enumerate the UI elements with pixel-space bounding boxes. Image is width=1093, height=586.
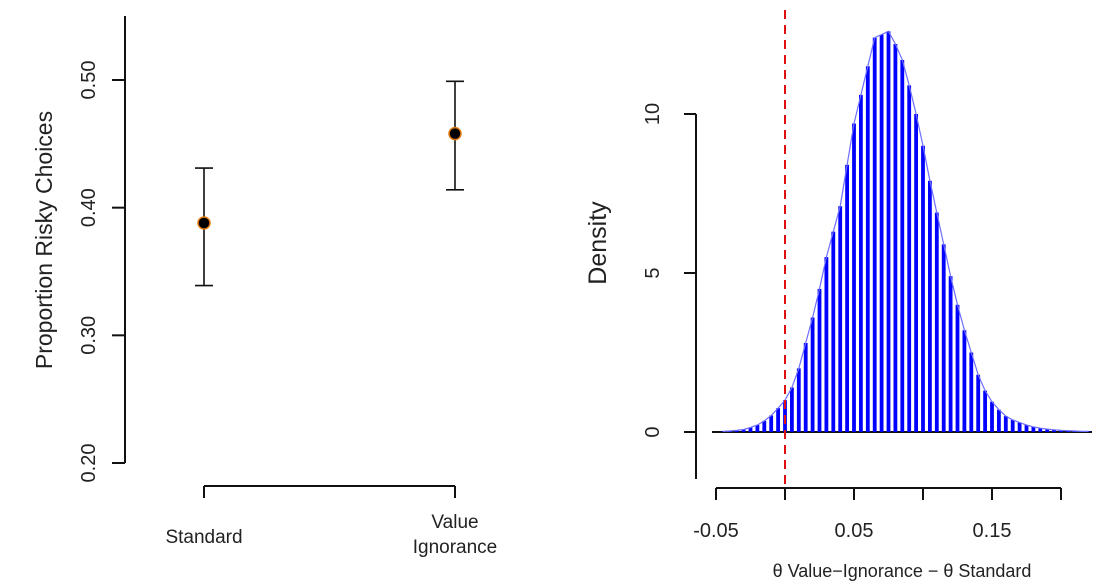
left-y-tick-label: 0.50 [78, 61, 100, 100]
left-y-tick-label: 0.30 [78, 316, 100, 355]
right-y-tick-label: 5 [642, 267, 664, 278]
right-x-ticks: -0.05 0.05 0.15 [693, 488, 1062, 542]
density-bar [762, 420, 767, 432]
density-bar [997, 409, 1001, 432]
density-bar [941, 244, 946, 432]
right-y-axis-label: Density [584, 201, 612, 285]
density-bar [803, 342, 808, 432]
right-y-tick-label: 0 [642, 426, 664, 437]
density-bar [872, 37, 877, 433]
density-bar [893, 44, 898, 432]
density-bars [721, 31, 1091, 433]
density-bar [1010, 419, 1015, 432]
density-bar [1024, 425, 1029, 432]
right-x-tick-label: 0.15 [973, 520, 1012, 542]
density-bar [1003, 416, 1008, 432]
density-bar [741, 429, 746, 432]
density-bar [1052, 429, 1056, 432]
density-bar [817, 288, 822, 432]
density-bar [748, 427, 753, 432]
density-bar [886, 31, 891, 432]
left-y-axis-label: Proportion Risky Choices [31, 111, 57, 369]
density-bar [934, 212, 939, 432]
density-bar [900, 59, 905, 432]
right-y-ticks: 0 5 10 [642, 103, 696, 438]
data-point [197, 216, 211, 230]
category-label: Value Ignorance [413, 512, 498, 558]
density-bar [810, 317, 815, 432]
right-x-tick-label: -0.05 [693, 520, 739, 542]
density-bar [734, 430, 739, 432]
density-bar [969, 352, 974, 432]
right-x-tick-label: 0.05 [835, 520, 874, 542]
density-bar [1086, 431, 1091, 432]
density-bar [865, 66, 870, 433]
density-bar [824, 257, 829, 432]
density-bar [790, 387, 794, 432]
density-bar [1038, 428, 1043, 432]
density-bar [983, 390, 987, 432]
density-bar [907, 85, 912, 432]
density-bar [1031, 426, 1036, 432]
density-bar [852, 123, 856, 432]
right-panel: 0 5 10 -0.05 0.05 0.15 Density θ Value−Ignor… [584, 10, 1092, 581]
density-bar [831, 231, 836, 432]
data-point [448, 126, 462, 141]
density-bar [769, 415, 774, 432]
category-label: Standard [165, 527, 242, 548]
density-bar [845, 164, 849, 432]
density-bar [948, 276, 953, 432]
right-y-tick-label: 10 [642, 103, 664, 125]
density-bar [776, 408, 780, 432]
density-curve [722, 30, 1089, 432]
density-bar [1045, 429, 1050, 432]
density-bar [955, 304, 960, 432]
density-bar [796, 368, 801, 432]
density-bar [1017, 422, 1022, 432]
density-bar [721, 431, 725, 432]
left-y-tick-label: 0.20 [78, 444, 100, 483]
left-x-ticks: Standard Value Ignorance [165, 486, 497, 558]
density-bar [1066, 430, 1070, 432]
density-bar [976, 374, 981, 432]
density-bar [755, 425, 760, 432]
density-bar [914, 114, 918, 432]
density-bar [921, 145, 925, 433]
density-bar [838, 206, 843, 432]
right-x-axis-label: θ Value−Ignorance − θ Standard [773, 561, 1032, 581]
density-bar [928, 180, 932, 432]
density-bar [990, 401, 994, 432]
left-error-bars [195, 80, 464, 287]
density-bar [1059, 430, 1063, 432]
density-bar [962, 330, 967, 432]
left-y-ticks: 0.20 0.30 0.40 0.50 [78, 61, 125, 483]
left-points [197, 126, 462, 230]
density-bar [859, 94, 863, 433]
density-bar [879, 34, 884, 432]
left-y-tick-label: 0.40 [78, 188, 100, 227]
